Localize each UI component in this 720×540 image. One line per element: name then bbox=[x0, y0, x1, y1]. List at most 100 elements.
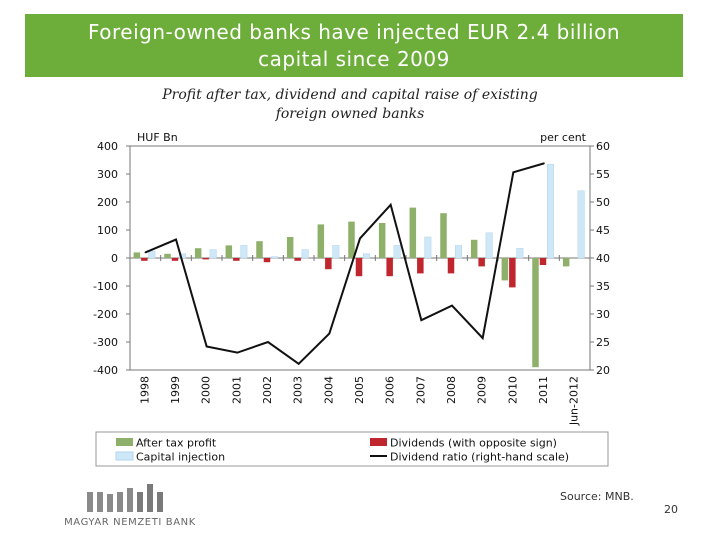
bar-capital-2005 bbox=[363, 253, 370, 259]
left-axis-tick-label: 300 bbox=[97, 168, 118, 181]
bar-dividends-2011 bbox=[539, 258, 547, 265]
bar-dividends-2008 bbox=[447, 258, 455, 274]
slide-title-line2: capital since 2009 bbox=[258, 46, 450, 71]
legend-label: After tax profit bbox=[136, 437, 217, 450]
category-label-2009: 2009 bbox=[476, 376, 489, 404]
dividend-ratio-point-2001 bbox=[236, 351, 239, 354]
mnb-logo-bars bbox=[87, 484, 163, 512]
bar-after-1999 bbox=[164, 253, 171, 258]
bar-capital-1999 bbox=[179, 253, 186, 259]
dividend-ratio-point-2007 bbox=[420, 319, 423, 321]
bar-dividends-2004 bbox=[325, 258, 332, 270]
category-label-2007: 2007 bbox=[414, 376, 427, 404]
bar-dividends-2000 bbox=[202, 258, 209, 260]
left-axis-tick-label: -300 bbox=[93, 336, 118, 349]
legend-swatch bbox=[115, 451, 134, 461]
bar-dividends-2009 bbox=[478, 258, 485, 267]
slide-title-line1: Foreign-owned banks have injected EUR 2.… bbox=[88, 19, 620, 44]
bar-dividends-2003 bbox=[294, 258, 301, 261]
dividend-ratio-point-2005 bbox=[359, 237, 361, 240]
right-axis-tick-label: 30 bbox=[596, 308, 610, 321]
bar-capital-2011 bbox=[547, 163, 554, 259]
mnb-logo: MAGYAR NEMZETI BANK bbox=[57, 480, 203, 532]
left-axis-unit-label: HUF Bn bbox=[137, 131, 178, 144]
left-axis-tick-label: -200 bbox=[93, 308, 118, 321]
bar-after-2002 bbox=[256, 241, 263, 258]
bar-capital-2000 bbox=[209, 249, 217, 259]
bar-after-2009 bbox=[470, 239, 478, 258]
bar-dividends-2002 bbox=[263, 258, 271, 263]
category-label-2002: 2002 bbox=[261, 376, 274, 404]
bar-dividends-2005 bbox=[355, 258, 363, 277]
bar-capital-2006 bbox=[393, 245, 401, 259]
dividend-ratio-point-2006 bbox=[389, 204, 392, 206]
bar-after-2001 bbox=[225, 245, 233, 258]
category-label-2011: 2011 bbox=[537, 376, 550, 404]
bar-after-2000 bbox=[194, 248, 202, 258]
right-axis-tick-label: 55 bbox=[596, 168, 610, 181]
category-label-1998: 1998 bbox=[138, 376, 151, 404]
category-label-2010: 2010 bbox=[506, 376, 519, 404]
chart-subtitle: Profit after tax, dividend and capital r… bbox=[100, 86, 600, 124]
left-axis-tick-label: 100 bbox=[97, 224, 118, 237]
category-label-2005: 2005 bbox=[353, 376, 366, 404]
left-axis-tick-label: -400 bbox=[93, 364, 118, 377]
bar-dividends-2007 bbox=[417, 258, 424, 274]
chart-subtitle-line2: foreign owned banks bbox=[275, 106, 425, 122]
right-axis-tick-label: 25 bbox=[596, 336, 610, 349]
bar-capital-2004 bbox=[332, 245, 340, 259]
dividend-ratio-point-1998 bbox=[144, 251, 147, 254]
category-label-2000: 2000 bbox=[200, 376, 213, 404]
dividend-ratio-point-2002 bbox=[267, 341, 269, 343]
bar-capital-2010 bbox=[516, 247, 524, 259]
dividend-ratio-point-2009 bbox=[481, 337, 484, 339]
bar-after-2005 bbox=[348, 221, 355, 258]
legend-label: Capital injection bbox=[136, 451, 225, 464]
category-label-Jun-2012: Jun-2012 bbox=[568, 376, 581, 426]
bar-capital-1998 bbox=[148, 250, 156, 259]
bar-capital-2009 bbox=[485, 232, 493, 259]
legend-swatch bbox=[116, 438, 133, 446]
bar-dividends-1998 bbox=[141, 258, 148, 261]
legend-label: Dividends (with opposite sign) bbox=[390, 437, 557, 450]
bar-dividends-1999 bbox=[171, 258, 179, 261]
bar-after-2011 bbox=[532, 258, 539, 368]
category-label-2006: 2006 bbox=[384, 376, 397, 404]
bar-dividends-2006 bbox=[386, 258, 393, 277]
right-axis-tick-label: 45 bbox=[596, 224, 610, 237]
bar-capital-2002 bbox=[271, 256, 278, 259]
right-axis-tick-label: 40 bbox=[596, 252, 610, 265]
bar-capital-2001 bbox=[240, 245, 248, 259]
legend-box bbox=[95, 431, 609, 467]
bar-after-2006 bbox=[378, 223, 386, 258]
legend-swatch bbox=[370, 438, 387, 446]
right-axis-tick-label: 60 bbox=[596, 140, 610, 153]
dividend-ratio-line bbox=[144, 162, 545, 366]
dividend-ratio-point-2011 bbox=[543, 162, 545, 165]
slide-title: Foreign-owned banks have injected EUR 2.… bbox=[25, 14, 683, 77]
bar-after-2008 bbox=[440, 213, 447, 258]
category-label-2003: 2003 bbox=[292, 376, 305, 404]
bar-after-2010 bbox=[501, 258, 509, 281]
category-label-2004: 2004 bbox=[322, 376, 335, 404]
right-axis-tick-label: 35 bbox=[596, 280, 610, 293]
category-label-2008: 2008 bbox=[445, 376, 458, 404]
bar-after-2007 bbox=[409, 207, 417, 258]
bar-dividends-2010 bbox=[509, 258, 516, 288]
bar-after-2003 bbox=[286, 237, 294, 258]
bar-capital-2008 bbox=[455, 245, 462, 259]
source-note: Source: MNB. bbox=[560, 490, 634, 503]
right-axis-tick-label: 50 bbox=[596, 196, 610, 209]
left-axis-tick-label: -100 bbox=[93, 280, 118, 293]
bar-after-1998 bbox=[133, 252, 141, 258]
category-label-1999: 1999 bbox=[169, 376, 182, 404]
dividend-ratio-point-1999 bbox=[175, 238, 177, 241]
right-axis-tick-label: 20 bbox=[596, 364, 610, 377]
left-axis-tick-label: 200 bbox=[97, 196, 118, 209]
bar-capital-2003 bbox=[301, 249, 309, 259]
left-axis-tick-label: 400 bbox=[97, 140, 118, 153]
dividend-ratio-point-2000 bbox=[205, 345, 208, 348]
category-label-2001: 2001 bbox=[230, 376, 243, 404]
bar-capital-Jun-2012 bbox=[577, 190, 585, 259]
